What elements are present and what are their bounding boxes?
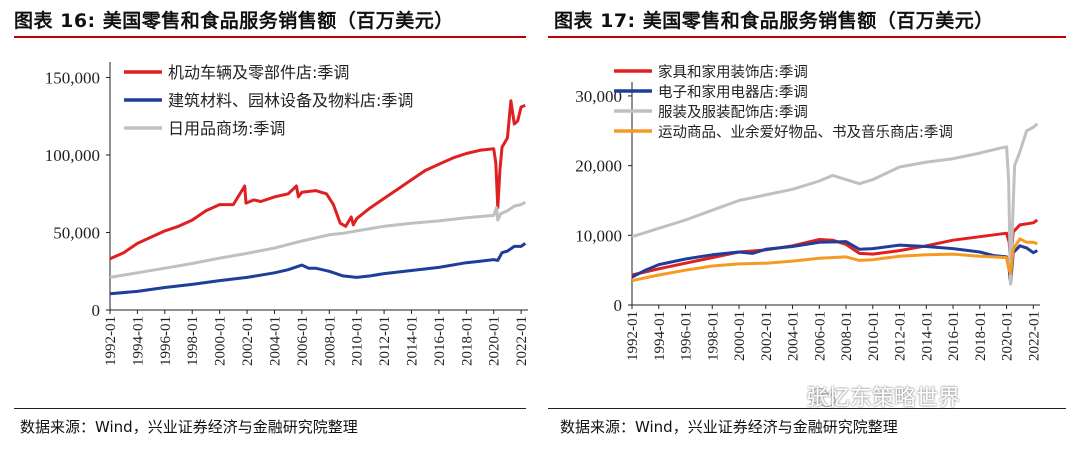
x-tick-label: 1996-01 xyxy=(158,316,174,366)
chart-source-17: 数据来源：Wind，兴业证券经济与金融研究院整理 xyxy=(560,418,898,436)
x-tick-label: 2010-01 xyxy=(350,316,366,366)
x-tick-label: 2002-01 xyxy=(240,316,256,366)
y-tick-label: 100,000 xyxy=(45,146,100,165)
x-tick-label: 2012-01 xyxy=(377,316,393,366)
series-line-17-4 xyxy=(631,237,1038,283)
chart-panel-17: 图表 17: 美国零售和食品服务销售额（百万美元） 0 10,000 20,000 3… xyxy=(540,0,1080,449)
watermark-text: 张忆东策略世界 xyxy=(806,386,961,411)
legend-label-17-4: 运动商品、业余爱好物品、书及音乐商店:季调 xyxy=(658,123,953,141)
x-tick-label: 1994-01 xyxy=(652,311,668,361)
chart-source-16: 数据来源：Wind，兴业证券经济与金融研究院整理 xyxy=(20,418,358,436)
x-tick-label: 2022-01 xyxy=(1026,311,1042,361)
title-divider-16 xyxy=(14,36,526,38)
chart-16-svg: 0 50,000 100,000 150,000 1992-01 1994-01 1996-… xyxy=(45,62,530,366)
series-line-16-3 xyxy=(109,200,527,279)
y-tick-label: 30,000 xyxy=(575,87,622,106)
x-tick-label: 2012-01 xyxy=(893,311,909,361)
y-tick-label: 150,000 xyxy=(45,69,100,88)
x-tick-label: 2008-01 xyxy=(839,311,855,361)
y-tick-label: 0 xyxy=(92,301,101,320)
chart-title-16: 图表 16: 美国零售和食品服务销售额（百万美元） xyxy=(14,10,454,32)
chart-panel-16: 图表 16: 美国零售和食品服务销售额（百万美元） 0 50,000 100,000… xyxy=(0,0,540,449)
x-tick-label: 2004-01 xyxy=(786,311,802,361)
legend-label-16-3: 日用品商场:季调 xyxy=(168,119,285,138)
x-tick-label: 2020-01 xyxy=(1000,311,1016,361)
x-tick-label: 2008-01 xyxy=(322,316,338,366)
x-tick-label: 2016-01 xyxy=(432,316,448,366)
x-tick-label: 2006-01 xyxy=(812,311,828,361)
legend-label-16-1: 机动车辆及零部件店:季调 xyxy=(168,63,349,82)
legend-label-17-1: 家具和家用装饰店:季调 xyxy=(658,64,808,81)
source-divider-17 xyxy=(548,408,1066,409)
x-tick-label: 2000-01 xyxy=(213,316,229,366)
x-tick-label: 2004-01 xyxy=(267,316,283,366)
series-line-17-1 xyxy=(631,218,1039,277)
y-tick-label: 50,000 xyxy=(53,224,100,243)
x-tick-label: 1992-01 xyxy=(103,316,119,366)
x-tick-label: 2018-01 xyxy=(459,316,475,366)
chart-title-17: 图表 17: 美国零售和食品服务销售额（百万美元） xyxy=(554,10,994,32)
x-tick-label: 2014-01 xyxy=(405,316,421,366)
x-tick-label: 1998-01 xyxy=(185,316,201,366)
legend-label-17-2: 电子和家用电器店:季调 xyxy=(658,84,808,101)
x-tick-label: 2006-01 xyxy=(295,316,311,366)
x-tick-label: 2014-01 xyxy=(919,311,935,361)
x-tick-label: 2020-01 xyxy=(487,316,503,366)
chart-17-svg: 0 10,000 20,000 30,000 1992-01 1994-01 1996-01… xyxy=(575,64,1042,361)
x-tick-label: 2002-01 xyxy=(759,311,775,361)
x-tick-label: 2010-01 xyxy=(866,311,882,361)
series-line-16-1 xyxy=(109,99,526,261)
x-tick-label: 2018-01 xyxy=(973,311,989,361)
x-tick-label: 1994-01 xyxy=(130,316,146,366)
x-tick-label: 2000-01 xyxy=(732,311,748,361)
y-tick-label: 20,000 xyxy=(575,157,622,176)
wechat-icon xyxy=(809,388,836,407)
x-tick-label: 1996-01 xyxy=(679,311,695,361)
title-divider-17 xyxy=(548,36,1066,38)
y-tick-label: 0 xyxy=(614,296,623,315)
source-divider-16 xyxy=(14,408,526,409)
series-line-16-2 xyxy=(109,242,527,296)
y-tick-label: 10,000 xyxy=(575,226,622,245)
x-tick-label: 1992-01 xyxy=(625,311,641,361)
x-tick-label: 2022-01 xyxy=(514,316,530,366)
legend-label-17-3: 服装及服装配饰店:季调 xyxy=(658,104,808,121)
x-tick-label: 1998-01 xyxy=(705,311,721,361)
series-line-17-3 xyxy=(631,122,1039,286)
x-tick-label: 2016-01 xyxy=(946,311,962,361)
legend-label-16-2: 建筑材料、园林设备及物料店:季调 xyxy=(168,91,413,110)
